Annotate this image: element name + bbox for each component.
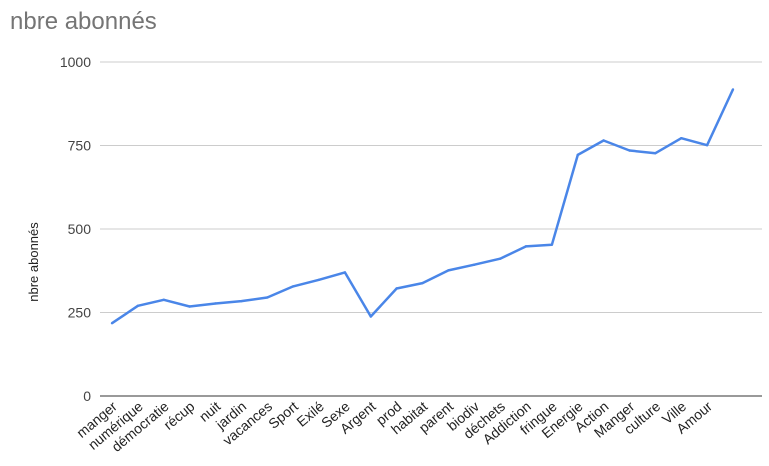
data-point <box>473 263 476 266</box>
data-point <box>188 305 191 308</box>
data-point <box>602 139 605 142</box>
data-point <box>498 257 502 260</box>
data-point <box>705 143 709 147</box>
gridlines <box>100 61 762 397</box>
x-axis-ticks: mangernumériquedémocratierécupnuitjardin… <box>73 398 715 455</box>
y-tick-label: 0 <box>83 388 91 404</box>
data-point <box>214 302 217 305</box>
y-tick-label: 500 <box>68 221 92 237</box>
data-point <box>576 153 579 157</box>
data-point <box>731 88 735 91</box>
series-layer <box>110 88 735 325</box>
data-point <box>524 245 528 248</box>
data-point <box>654 151 657 155</box>
data-point <box>550 243 554 246</box>
data-point <box>628 149 631 152</box>
y-axis-ticks: 0 250 500 750 1000 <box>60 54 91 404</box>
y-tick-label: 250 <box>68 305 92 321</box>
data-point <box>162 298 165 302</box>
chart-title: nbre abonnés <box>10 8 157 35</box>
y-axis-label: nbre abonnés <box>26 222 41 302</box>
data-point <box>447 269 450 272</box>
data-point <box>136 304 140 308</box>
data-point <box>421 281 424 285</box>
data-point <box>343 271 347 274</box>
data-point <box>291 285 295 288</box>
x-tick-label: récup <box>160 398 197 433</box>
data-point <box>240 299 243 303</box>
x-tick-label: Exilé <box>293 398 327 430</box>
data-point <box>266 296 269 299</box>
series-line <box>111 88 735 325</box>
data-point <box>369 315 372 318</box>
data-point <box>317 278 321 281</box>
data-point <box>395 287 398 290</box>
data-point <box>110 321 114 325</box>
y-tick-label: 1000 <box>60 54 91 70</box>
data-point <box>680 136 683 140</box>
y-tick-label: 750 <box>68 138 92 154</box>
